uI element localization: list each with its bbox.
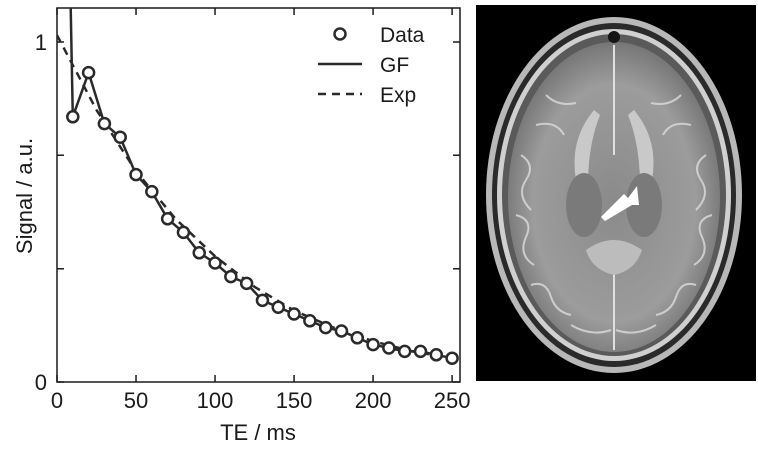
- plot-frame: [56, 7, 461, 383]
- y-tick-label: 1: [35, 30, 47, 55]
- data-point: [429, 348, 444, 362]
- data-point: [271, 300, 286, 314]
- legend-marker-data: [333, 27, 347, 41]
- mri-brain-image: [476, 5, 756, 381]
- data-point: [334, 324, 349, 338]
- x-tick-label: 0: [51, 388, 63, 413]
- data-point: [255, 293, 270, 308]
- axis-tick-labels: 0 50 100 150 200 250 0 1: [35, 30, 470, 413]
- x-axis-title: TE / ms: [220, 420, 296, 445]
- arrow-marker: [601, 186, 639, 221]
- data-point: [382, 341, 396, 355]
- x-tick-label: 250: [434, 388, 470, 413]
- data-point: [145, 184, 159, 199]
- data-point: [445, 351, 459, 365]
- data-point: [224, 269, 238, 284]
- data-point: [97, 116, 112, 131]
- legend-label: Data: [380, 24, 425, 47]
- legend-label: Exp: [380, 84, 416, 107]
- x-tick-label: 100: [197, 388, 234, 413]
- data-point: [192, 246, 206, 260]
- x-tick-label: 200: [355, 388, 392, 413]
- data-point: [413, 344, 428, 359]
- y-tick-label: 0: [35, 370, 47, 395]
- data-point: [239, 276, 254, 291]
- data-point: [81, 65, 96, 80]
- y-axis-title: Signal / a.u.: [12, 138, 37, 254]
- data-point: [160, 212, 175, 226]
- legend: Data GF Exp: [318, 24, 425, 107]
- data-point: [366, 337, 380, 352]
- data-point: [303, 314, 317, 328]
- legend-label: GF: [380, 54, 409, 77]
- data-point: [208, 256, 222, 270]
- axis-ticks: [56, 8, 460, 383]
- x-tick-label: 150: [276, 388, 313, 413]
- data-point: [113, 130, 127, 144]
- data-point: [66, 110, 80, 124]
- data-point: [129, 167, 143, 182]
- data-point: [397, 344, 412, 359]
- data-point: [287, 307, 301, 321]
- data-point: [350, 331, 365, 345]
- x-tick-label: 50: [124, 388, 148, 413]
- data-point: [176, 225, 191, 240]
- data-point: [318, 320, 333, 335]
- data-points: [66, 65, 459, 365]
